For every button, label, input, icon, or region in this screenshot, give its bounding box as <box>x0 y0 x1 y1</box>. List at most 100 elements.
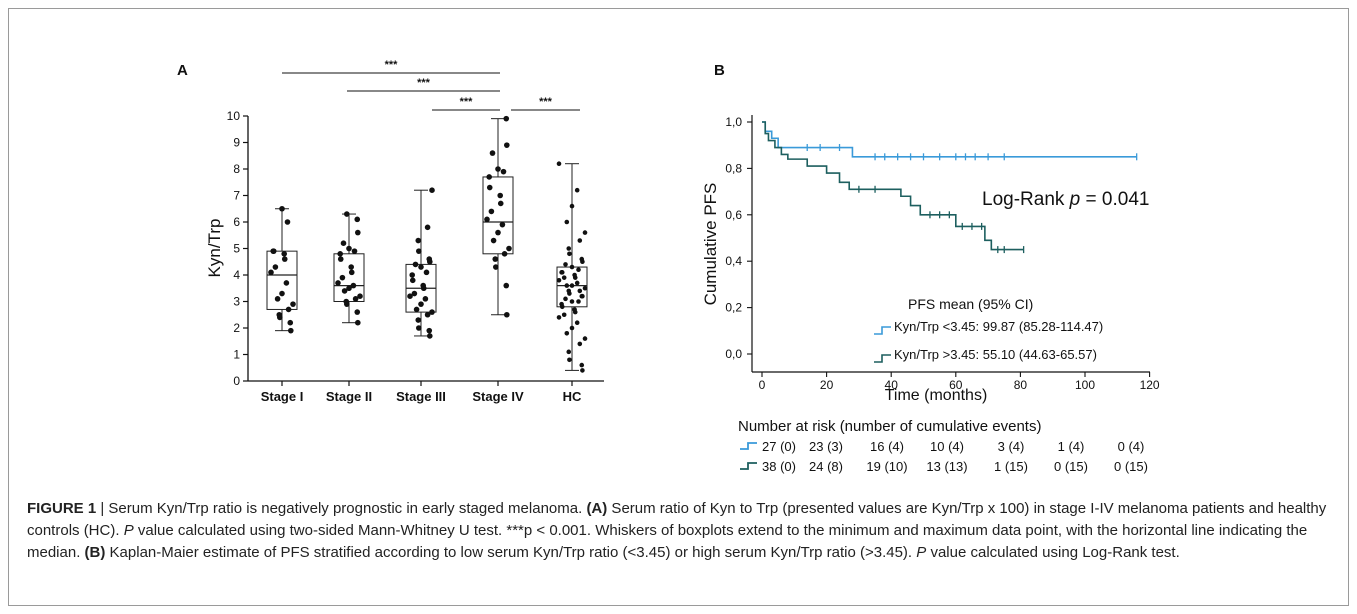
data-point <box>563 262 568 267</box>
panel-a-y-ticks: 0 1 2 3 4 5 6 7 8 9 10 <box>227 109 248 388</box>
x-tick-label: 40 <box>885 378 899 392</box>
box-stage-i <box>266 205 298 334</box>
box-iqr <box>266 250 298 310</box>
survival-step-line <box>762 121 1137 158</box>
data-point <box>567 357 572 363</box>
significance-label: *** <box>539 96 553 108</box>
risk-row-swatch <box>740 462 757 470</box>
data-point <box>343 298 350 305</box>
caption-sep: | <box>96 500 109 517</box>
risk-cell: 0 (15) <box>1054 459 1088 474</box>
panel-a-label: A <box>177 62 188 79</box>
x-category-label: Stage II <box>326 389 372 404</box>
risk-cell: 38 (0) <box>762 459 796 474</box>
caption-p-1: P <box>123 522 134 539</box>
data-point <box>429 309 435 315</box>
significance-label: *** <box>385 59 399 71</box>
data-point <box>561 275 567 280</box>
data-point <box>576 267 581 273</box>
x-tick-label: 100 <box>1075 378 1095 392</box>
survival-step-line <box>762 121 1024 251</box>
data-point <box>504 311 510 318</box>
panel-a-significance-brackets: *** *** *** *** <box>282 59 580 111</box>
data-point <box>569 203 575 209</box>
data-point <box>574 280 580 286</box>
data-point <box>559 270 564 275</box>
data-point <box>493 264 499 270</box>
data-point <box>569 283 575 288</box>
y-tick-label: 1 <box>233 348 240 362</box>
data-point <box>416 325 422 331</box>
panel-b-y-axis-label: Cumulative PFS <box>701 183 720 306</box>
legend-swatch <box>874 326 891 335</box>
risk-cell: 13 (13) <box>926 459 967 474</box>
data-point <box>582 230 588 235</box>
legend-label: Kyn/Trp >3.45: 55.10 (44.63-65.57) <box>894 347 1097 362</box>
x-category-label: HC <box>563 389 582 404</box>
data-point <box>500 168 507 175</box>
data-point <box>572 307 577 312</box>
data-point <box>569 299 575 304</box>
data-point <box>492 256 499 262</box>
data-point <box>352 296 359 302</box>
data-point <box>276 311 283 318</box>
data-point <box>354 216 361 223</box>
survival-curve-low <box>762 121 1138 161</box>
data-point <box>355 229 361 236</box>
risk-cell: 0 (15) <box>1114 459 1148 474</box>
panel-b-kaplan-meier: B Cumulative PFS 0,0 0,2 0,4 0,6 0,8 1,0 0 20 40… <box>701 62 1160 474</box>
log-rank-p: p <box>1069 189 1081 210</box>
data-point <box>415 317 422 323</box>
data-point <box>486 184 493 191</box>
data-point <box>407 293 413 300</box>
y-tick-label: 0,6 <box>725 208 742 222</box>
data-point <box>484 216 490 223</box>
box-stage-ii <box>333 211 365 326</box>
data-point <box>503 282 510 289</box>
data-point <box>354 309 361 315</box>
data-point <box>418 264 424 270</box>
y-tick-label: 3 <box>233 295 240 309</box>
caption-b-label: (B) <box>84 544 106 561</box>
data-point <box>424 311 431 318</box>
data-point <box>495 229 501 236</box>
data-point <box>499 221 506 228</box>
data-point <box>284 219 291 225</box>
data-point <box>577 238 583 243</box>
x-category-label: Stage III <box>396 389 446 404</box>
data-point <box>577 288 583 294</box>
risk-cell: 1 (15) <box>994 459 1028 474</box>
data-point <box>579 293 585 299</box>
x-category-label: Stage IV <box>472 389 524 404</box>
data-point <box>561 312 567 318</box>
data-point <box>569 264 575 270</box>
data-point <box>412 261 419 268</box>
legend-label: Kyn/Trp <3.45: 99.87 (85.28-114.47) <box>894 319 1103 334</box>
panel-a-y-axis-label: Kyn/Trp <box>205 219 224 278</box>
data-point <box>339 274 346 281</box>
data-point <box>559 301 564 307</box>
panel-b-survival-curves <box>762 121 1138 254</box>
risk-row-swatch <box>740 442 757 450</box>
risk-cell: 1 (4) <box>1058 439 1085 454</box>
data-point <box>506 245 512 252</box>
x-tick-label: 0 <box>759 378 766 392</box>
x-category-label: Stage I <box>261 389 304 404</box>
panel-b-x-axis-label: Time (months) <box>885 387 988 404</box>
caption-text-1: Serum Kyn/Trp ratio is negatively progno… <box>108 500 587 517</box>
box-iqr <box>482 176 514 255</box>
data-point <box>574 320 580 326</box>
y-tick-label: 0 <box>233 374 240 388</box>
y-tick-label: 6 <box>233 215 240 229</box>
log-rank-prefix: Log-Rank <box>982 189 1070 210</box>
box-hc <box>556 161 588 373</box>
data-point <box>486 174 493 180</box>
data-point <box>426 256 433 262</box>
data-point <box>416 248 422 254</box>
caption-a-label: (A) <box>586 500 608 517</box>
data-point <box>503 115 510 122</box>
data-point <box>422 296 429 302</box>
y-tick-label: 0,8 <box>725 161 742 175</box>
data-point <box>567 251 572 257</box>
